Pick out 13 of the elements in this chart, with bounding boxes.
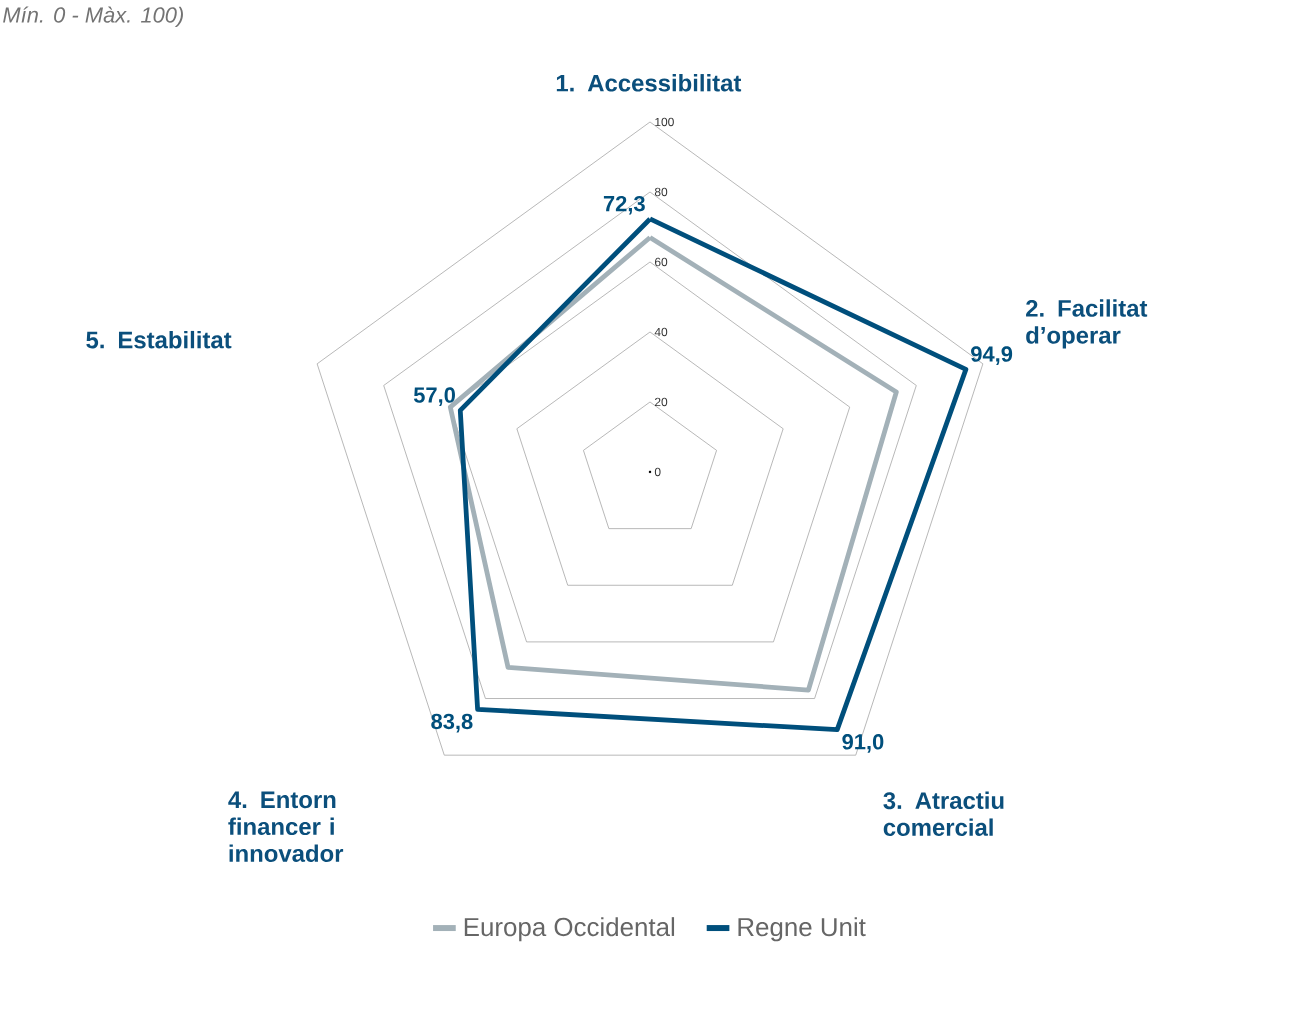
spoke-label: 1. Accessibilitat [556, 74, 742, 92]
legend-label: Europa Occidental [464, 917, 675, 942]
data-label: 83,8 [431, 713, 473, 733]
data-label: 72,3 [603, 195, 645, 215]
spoke-label: 4. Entorn financer i innovador [228, 791, 344, 862]
spoke-label: 2. Facilitat d’operar [1026, 299, 1148, 349]
data-label: 94,9 [971, 346, 1013, 365]
legend-label: Regne Unit [738, 917, 866, 942]
spoke-label: 3. Atractiu comercial [883, 791, 1004, 836]
text: Mín. 0 - Màx. 100) [3, 6, 183, 28]
spoke-label: 5. Estabilitat [86, 330, 232, 349]
data-label: 91,0 [842, 734, 884, 753]
data-label: 57,0 [413, 387, 455, 406]
